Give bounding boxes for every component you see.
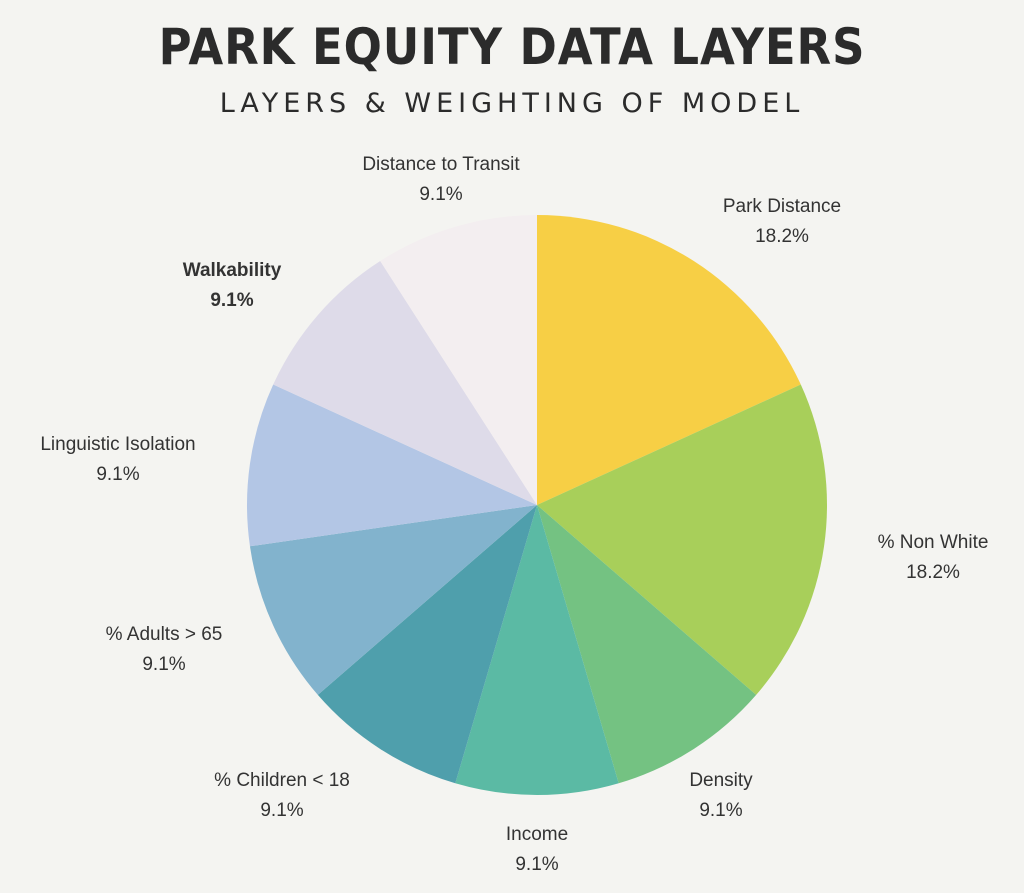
pie-slice-distance-to-transit bbox=[380, 215, 537, 505]
value-text: 9.1% bbox=[210, 290, 254, 311]
value-text: 9.1% bbox=[142, 654, 186, 675]
value-text: 18.2% bbox=[755, 226, 809, 247]
slice-label-adults-over-65: % Adults > 65 9.1% bbox=[106, 620, 223, 680]
label-text: Distance to Transit bbox=[362, 154, 520, 175]
pie-slice-adults-65 bbox=[249, 505, 537, 695]
pie-slice-income bbox=[455, 505, 619, 795]
value-text: 9.1% bbox=[699, 800, 743, 821]
pie-slice-park-distance bbox=[537, 215, 801, 505]
label-text: Income bbox=[505, 824, 569, 845]
slice-label-linguistic-isolation: Linguistic Isolation 9.1% bbox=[40, 430, 195, 490]
value-text: 9.1% bbox=[515, 854, 559, 875]
value-text: 9.1% bbox=[260, 800, 304, 821]
pie-slice-non-white bbox=[537, 384, 827, 695]
chart-subtitle: LAYERS & WEIGHTING OF MODEL bbox=[219, 88, 805, 119]
slice-label-income: Income 9.1% bbox=[506, 820, 568, 880]
value-text: 9.1% bbox=[96, 464, 140, 485]
slice-label-non-white: % Non White 18.2% bbox=[878, 528, 989, 588]
slice-label-park-distance: Park Distance 18.2% bbox=[723, 192, 841, 252]
pie-slice-linguistic-isolation bbox=[247, 384, 537, 547]
slice-label-walkability: Walkability 9.1% bbox=[183, 256, 282, 316]
label-text: % Children < 18 bbox=[214, 770, 350, 791]
label-text: Park Distance bbox=[722, 196, 842, 217]
label-text: Linguistic Isolation bbox=[40, 434, 196, 455]
slice-label-children-under-18: % Children < 18 9.1% bbox=[214, 766, 350, 826]
pie-slice-density bbox=[537, 505, 757, 784]
label-text: Density bbox=[689, 770, 753, 791]
pie-slice-walkability bbox=[273, 261, 537, 505]
value-text: 9.1% bbox=[419, 184, 463, 205]
chart-title: PARK EQUITY DATA LAYERS bbox=[158, 18, 866, 76]
value-text: 18.2% bbox=[906, 562, 960, 583]
pie-slice-children-18 bbox=[317, 505, 537, 784]
label-text: % Non White bbox=[877, 532, 989, 553]
label-text: Walkability bbox=[182, 260, 282, 281]
slice-label-distance-to-transit: Distance to Transit 9.1% bbox=[362, 150, 519, 210]
slice-label-density: Density 9.1% bbox=[689, 766, 752, 826]
label-text: % Adults > 65 bbox=[105, 624, 223, 645]
